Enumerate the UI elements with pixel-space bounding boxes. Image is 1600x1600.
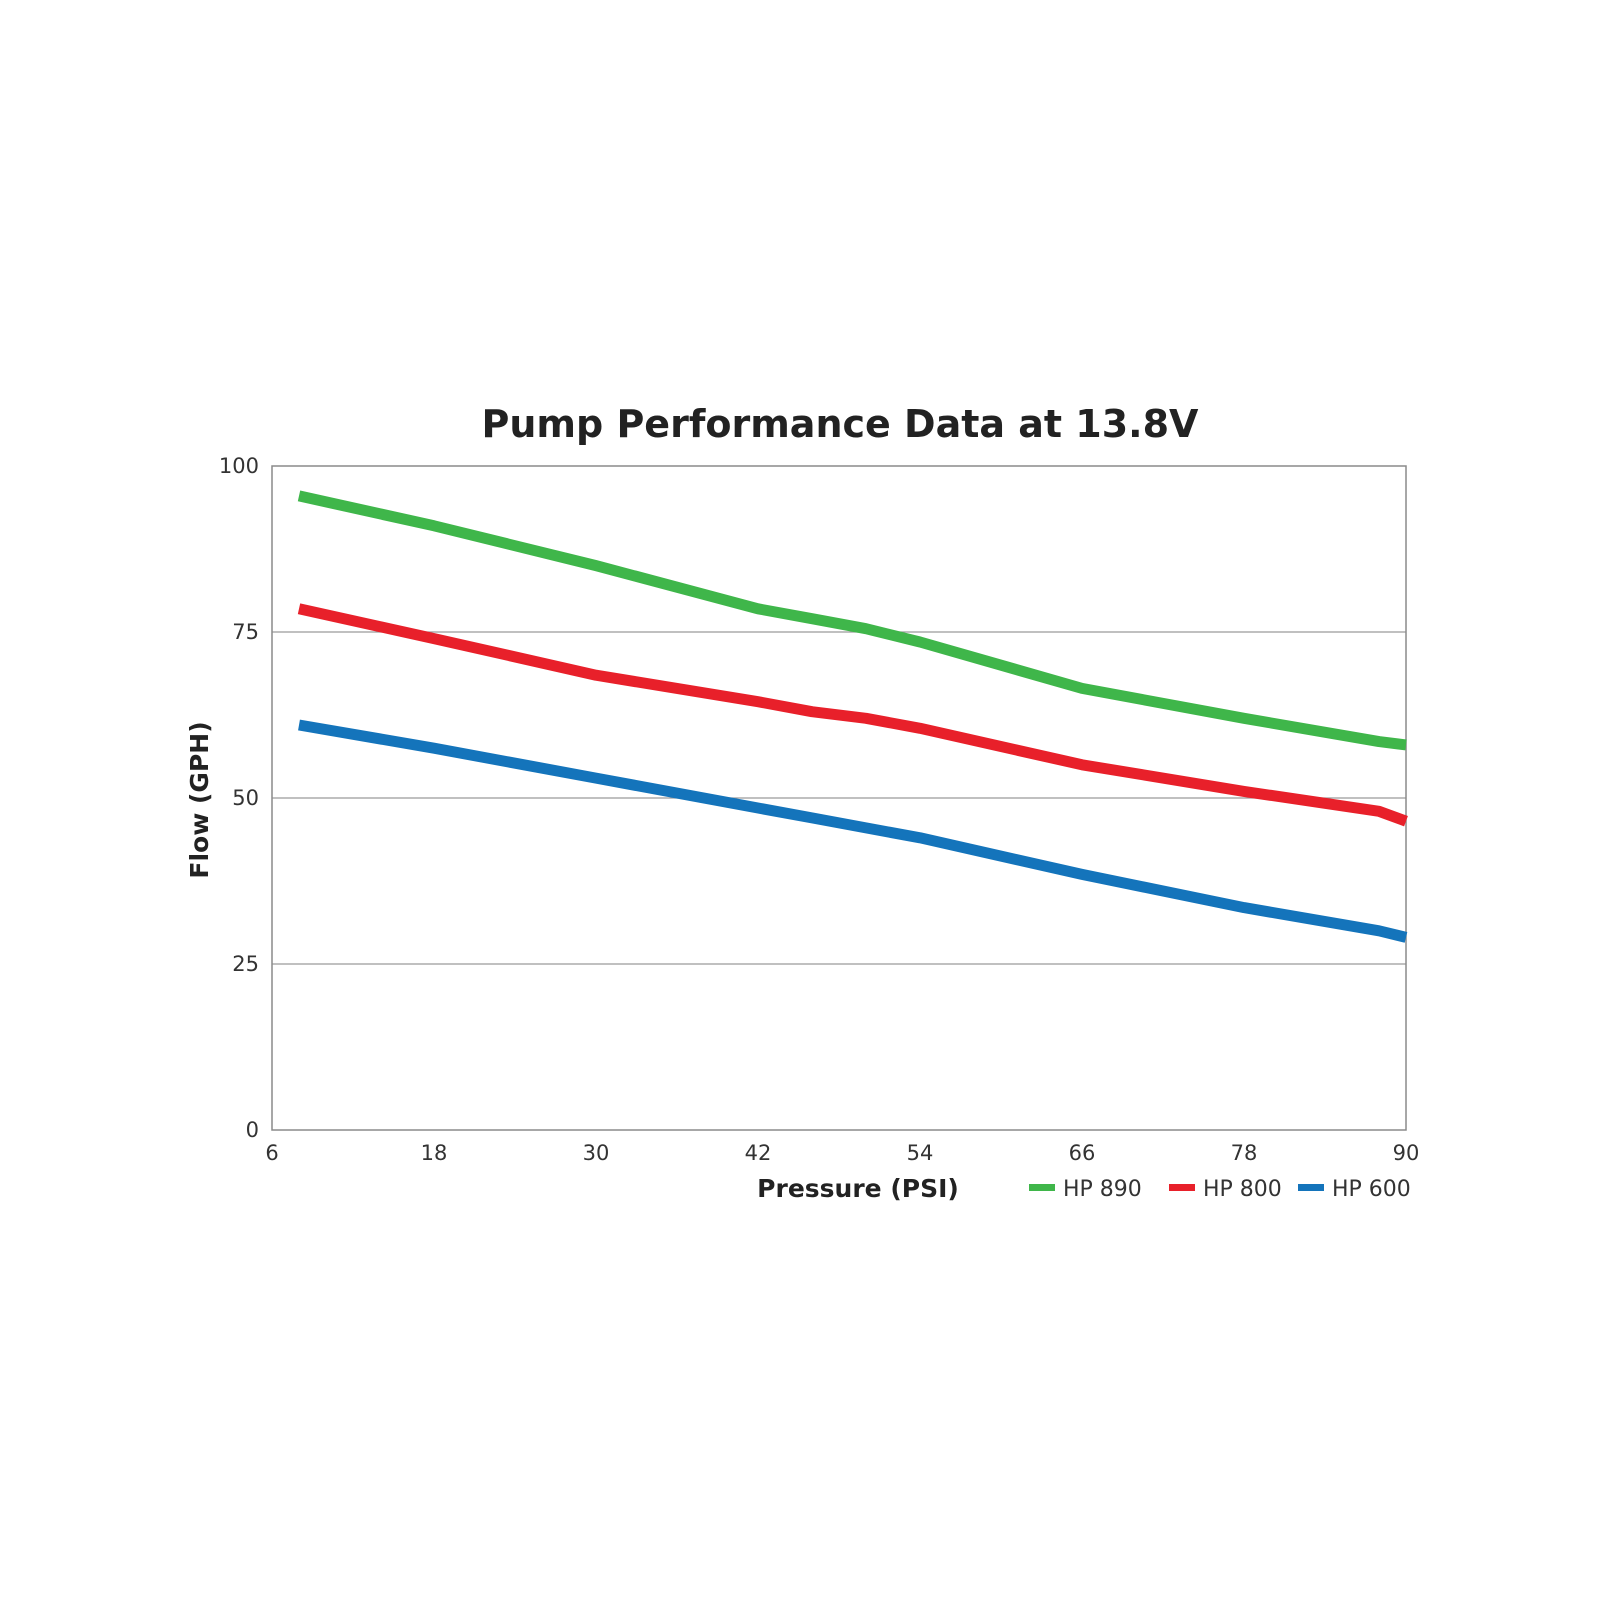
- legend-label-hp-890: HP 890: [1063, 1177, 1142, 1202]
- legend-swatch-hp-800: [1169, 1184, 1195, 1191]
- legend: HP 890 HP 800 HP 600: [1029, 1177, 1411, 1202]
- grid-lines: [272, 631, 1406, 965]
- y-axis-title: Flow (GPH): [185, 721, 214, 878]
- legend-label-hp-600: HP 600: [1332, 1177, 1411, 1202]
- y-tick-label: 0: [246, 1118, 259, 1142]
- legend-swatch-hp-890: [1029, 1184, 1055, 1191]
- chart-title: Pump Performance Data at 13.8V: [482, 402, 1200, 446]
- x-tick-label: 6: [265, 1141, 278, 1165]
- series-line-hp-890: [297, 490, 1407, 751]
- series-line-hp-800: [297, 603, 1408, 827]
- series-line-hp-600: [298, 719, 1408, 943]
- tick-labels: 0 25 50 75 100 6 18 30 42 54 66 78 90: [219, 454, 1419, 1165]
- x-tick-label: 30: [583, 1141, 610, 1165]
- y-tick-label: 25: [232, 952, 259, 976]
- y-tick-label: 75: [232, 620, 259, 644]
- x-tick-label: 42: [745, 1141, 772, 1165]
- x-tick-label: 66: [1069, 1141, 1096, 1165]
- x-tick-label: 90: [1393, 1141, 1420, 1165]
- x-axis-title: Pressure (PSI): [757, 1174, 959, 1203]
- plot-area-frame: [271, 465, 1407, 1131]
- x-tick-label: 18: [421, 1141, 448, 1165]
- y-tick-label: 100: [219, 454, 259, 478]
- legend-label-hp-800: HP 800: [1203, 1177, 1282, 1202]
- y-tick-label: 50: [232, 786, 259, 810]
- legend-swatch-hp-600: [1298, 1184, 1324, 1191]
- x-tick-label: 78: [1231, 1141, 1258, 1165]
- series-lines: [297, 490, 1408, 943]
- x-tick-label: 54: [907, 1141, 934, 1165]
